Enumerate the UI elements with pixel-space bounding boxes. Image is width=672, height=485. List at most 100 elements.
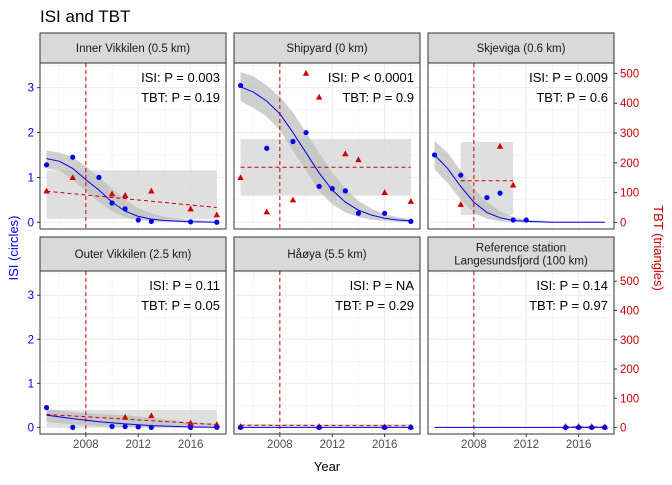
y-left-tick-label: 2: [28, 128, 34, 140]
tbt-ci-band: [565, 425, 605, 428]
x-tick-label: 2008: [267, 439, 293, 451]
x-tick-label: 2008: [73, 439, 99, 451]
tbt-point: [496, 142, 504, 149]
isi-fit-line: [46, 158, 217, 223]
panel-border: [233, 62, 421, 230]
panel-title: Langesundsfjord (100 km): [454, 256, 588, 268]
panel-3: Skjeviga (0.6 km) ISI: P = 0.009 TBT: P = …: [427, 32, 639, 230]
isi-point: [122, 206, 128, 212]
isi-point: [523, 217, 529, 223]
isi-point: [497, 190, 503, 196]
isi-p-value: ISI: P = NA: [350, 278, 415, 293]
panel-border: [427, 62, 615, 230]
tbt-point: [381, 189, 388, 195]
panel-title: Outer Vikkilen (2.5 km): [75, 249, 192, 261]
tbt-point: [121, 192, 129, 198]
isi-p-value: ISI: P = 0.11: [149, 278, 220, 293]
tbt-point: [509, 181, 517, 188]
isi-fit-line: [240, 86, 411, 222]
isi-point: [43, 162, 50, 168]
y-left-tick-label: 1: [28, 378, 34, 390]
panel-strip: [427, 236, 615, 272]
isi-point: [329, 186, 335, 192]
isi-point: [43, 404, 50, 411]
panel-strip: [233, 236, 421, 272]
y-right-tick-label: 400: [620, 98, 639, 110]
isi-p-value: ISI: P = 0.003: [141, 70, 220, 85]
panel-title: Skjeviga (0.6 km): [477, 43, 566, 55]
isi-point: [122, 423, 128, 430]
isi-point: [135, 217, 141, 223]
x-tick-label: 2012: [319, 439, 345, 451]
isi-point: [316, 424, 322, 430]
panel-border: [427, 270, 615, 435]
y-right-tick-label: 500: [620, 68, 639, 80]
panel-4: Outer Vikkilen (2.5 km) ISI: P = 0.11 TBT:…: [28, 236, 227, 451]
plot-area: [428, 63, 614, 229]
isi-ci-band: [46, 408, 217, 428]
tbt-point: [108, 190, 116, 197]
y-left-tick-label: 1: [28, 172, 34, 184]
y-right-tick-label: 100: [620, 188, 639, 200]
panel-5: Håøya (5.5 km) ISI: P = NA TBT: P = 0.29 20…: [233, 236, 421, 451]
isi-point: [602, 424, 608, 430]
x-tick-label: 2016: [372, 439, 398, 451]
isi-point: [148, 218, 154, 224]
panel-1: Inner Vikkilen (0.5 km) ISI: P = 0.003 TBT…: [28, 32, 227, 230]
tbt-point: [121, 413, 129, 420]
isi-ci-band: [46, 150, 217, 223]
isi-p-value: ISI: P < 0.0001: [328, 70, 414, 85]
isi-point: [484, 194, 490, 201]
isi-point: [431, 152, 438, 158]
plot-area: [40, 271, 226, 434]
x-axis-label: Year: [314, 459, 341, 474]
y-right-tick-label: 500: [620, 276, 639, 288]
isi-ci-band: [240, 72, 411, 223]
plot-area: [234, 271, 420, 434]
isi-point: [109, 423, 115, 430]
y-left-tick-label: 0: [28, 422, 34, 434]
tbt-point: [69, 174, 76, 181]
panel-2: Shipyard (0 km) ISI: P < 0.0001 TBT: P = 0…: [233, 32, 421, 230]
tbt-point: [302, 69, 310, 76]
isi-point: [562, 424, 569, 430]
tbt-point: [43, 187, 50, 194]
tbt-fit-line: [240, 424, 411, 427]
tbt-fit-line: [46, 190, 217, 208]
isi-point: [303, 129, 309, 136]
tbt-point: [187, 205, 194, 212]
isi-point: [70, 154, 76, 160]
isi-point: [237, 424, 244, 430]
tbt-point: [263, 208, 270, 215]
isi-p-value: ISI: P = 0.14: [536, 278, 608, 293]
y-left-tick-label: 3: [28, 290, 34, 302]
x-tick-label: 2016: [178, 439, 204, 451]
plot-area: [428, 271, 614, 434]
isi-point: [214, 424, 220, 430]
y-right-tick-label: 0: [620, 423, 626, 435]
tbt-p-value: TBT: P = 0.97: [529, 298, 608, 313]
isi-point: [576, 424, 582, 430]
isi-ci-band: [434, 140, 605, 223]
isi-point: [342, 188, 348, 194]
x-tick-label: 2012: [125, 439, 151, 451]
isi-point: [316, 183, 322, 189]
isi-point: [589, 424, 595, 430]
y-axis-left-label: ISI (circles): [6, 216, 21, 281]
isi-fit-line: [434, 154, 605, 223]
isi-point: [355, 210, 362, 216]
y-left-tick-label: 3: [28, 83, 34, 95]
grid: [234, 271, 420, 434]
tbt-fit-line: [46, 413, 217, 426]
tbt-point: [457, 201, 464, 207]
isi-point: [237, 82, 244, 89]
tbt-point: [148, 412, 155, 419]
y-right-tick-label: 100: [620, 393, 639, 405]
panel-border: [39, 62, 227, 230]
isi-point: [148, 424, 154, 430]
isi-point: [510, 217, 516, 223]
isi-point: [188, 219, 194, 225]
panel-title: Håøya (5.5 km): [287, 249, 366, 261]
